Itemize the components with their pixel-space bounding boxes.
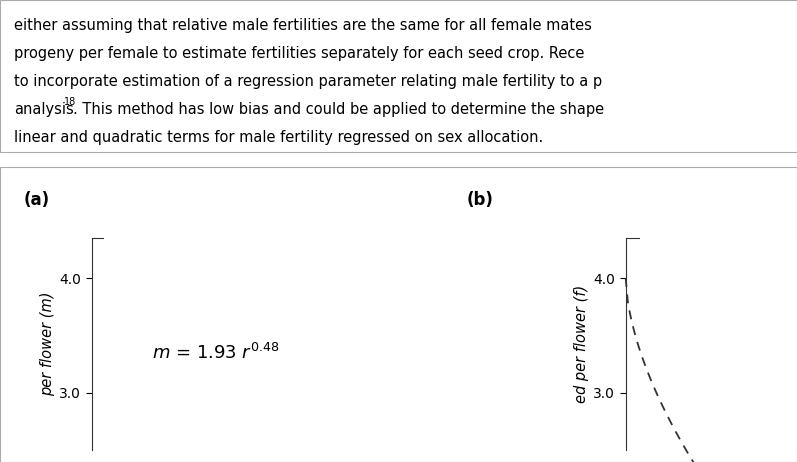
Y-axis label: ed per flower (f): ed per flower (f) xyxy=(574,285,589,403)
Text: progeny per female to estimate fertilities separately for each seed crop. Rece: progeny per female to estimate fertiliti… xyxy=(14,46,585,61)
Text: . This method has low bias and could be applied to determine the shape: . This method has low bias and could be … xyxy=(73,103,604,117)
Text: (a): (a) xyxy=(24,191,50,209)
Text: $m$ = 1.93 $r^{0.48}$: $m$ = 1.93 $r^{0.48}$ xyxy=(151,343,279,363)
Text: analysis: analysis xyxy=(14,103,74,117)
Text: either assuming that relative male fertilities are the same for all female mates: either assuming that relative male ferti… xyxy=(14,18,592,33)
Text: 18: 18 xyxy=(64,97,77,107)
Text: to incorporate estimation of a regression parameter relating male fertility to a: to incorporate estimation of a regressio… xyxy=(14,74,603,89)
Text: linear and quadratic terms for male fertility regressed on sex allocation.: linear and quadratic terms for male fert… xyxy=(14,130,544,146)
Y-axis label: per flower (m): per flower (m) xyxy=(40,292,55,396)
Text: (b): (b) xyxy=(466,191,493,209)
